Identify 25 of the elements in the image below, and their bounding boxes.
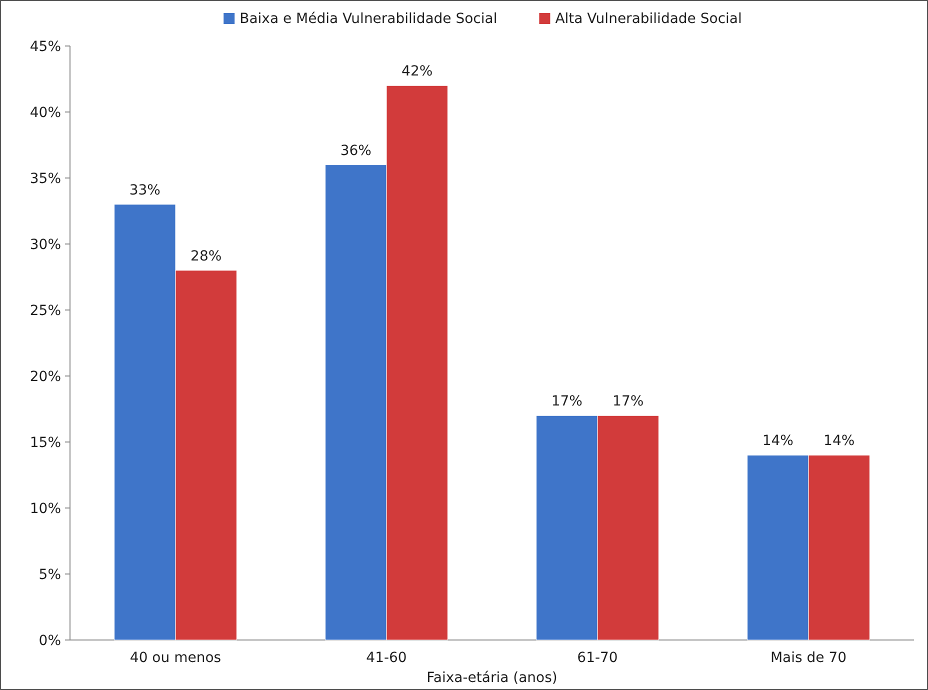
y-tick-label: 35% [30,170,61,187]
data-label: 36% [340,142,372,159]
y-tick-label: 25% [30,302,61,319]
data-label: 33% [129,182,160,198]
y-tick-label: 10% [30,500,61,517]
data-label: 17% [612,394,644,410]
data-label: 14% [762,433,794,450]
y-tick-label: 30% [30,236,61,253]
x-tick-label: Mais de 70 [770,650,847,666]
y-tick-label: 45% [30,38,61,55]
y-tick-label: 20% [30,368,61,385]
x-tick-label: 41-60 [366,650,407,666]
y-tick-label: 15% [30,434,61,451]
x-tick-label: 40 ou menos [130,650,222,666]
y-tick-label: 0% [38,632,61,649]
legend-label: Alta Vulnerabilidade Social [555,10,742,27]
x-tick-label: 61-70 [577,650,618,666]
data-label: 42% [402,64,433,80]
y-tick-label: 40% [30,104,61,121]
data-label: 28% [190,248,222,264]
data-label: 17% [551,394,582,410]
legend-label: Baixa e Média Vulnerabilidade Social [240,10,498,27]
data-label: 14% [824,433,855,450]
y-tick-label: 5% [38,566,61,583]
x-axis-title: Faixa-etária (anos) [426,670,558,686]
